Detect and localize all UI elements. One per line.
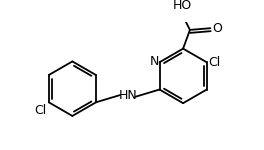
Text: Cl: Cl xyxy=(208,56,221,69)
Text: O: O xyxy=(212,22,222,35)
Text: HN: HN xyxy=(118,89,137,102)
Text: HO: HO xyxy=(173,0,192,12)
Text: Cl: Cl xyxy=(34,104,46,117)
Text: N: N xyxy=(149,55,159,68)
